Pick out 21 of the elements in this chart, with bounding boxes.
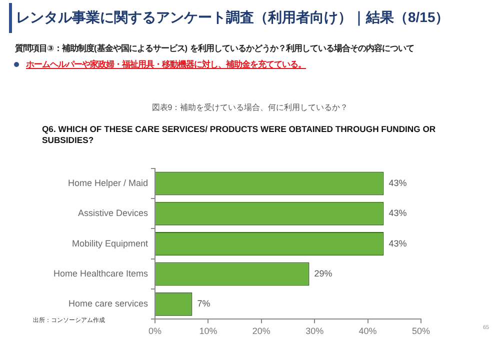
y-tick-label: Home care services [68, 298, 148, 309]
data-label: 43% [388, 238, 407, 248]
chart-subtitle: 質問項目③：補助制度(基金や国によるサービス) を利用しているかどうか？利用している場合その内容について [15, 43, 414, 54]
text: ホームヘルパーや家政婦・福祉用具・移動機器に対し、補助金を充てている。 [26, 59, 306, 70]
x-tick-label: 40% [358, 326, 377, 336]
x-tick-label: 50% [412, 326, 430, 336]
y-tick-label: Mobility Equipment [72, 238, 148, 248]
x-tick-label: 30% [306, 326, 324, 336]
data-label: 29% [314, 268, 332, 278]
x-tick-label: 10% [199, 326, 218, 336]
data-label: 7% [197, 298, 210, 309]
text: 図表9：補助を受けている場合、何に利用しているか？ [150, 102, 350, 113]
data-label: 43% [388, 208, 407, 218]
x-axis-title: Q6. WHICH OF THESE CARE SERVICES/ PRODUCTS WERE OBTAINED THROUGH FUNDING OR SUBSIDIES? [42, 124, 437, 146]
y-tick-label: Home Healthcare Items [53, 268, 148, 278]
chart-title: レンタル事業に関するアンケート調査（利用者向け）｜結果（8/15） [16, 9, 450, 27]
x-tick-label: 20% [252, 326, 270, 336]
x-tick-label: 0% [148, 326, 162, 336]
data-label: 43% [388, 178, 407, 188]
y-tick-label: Assistive Devices [78, 208, 148, 218]
y-tick-label: Home Helper / Maid [68, 178, 148, 188]
